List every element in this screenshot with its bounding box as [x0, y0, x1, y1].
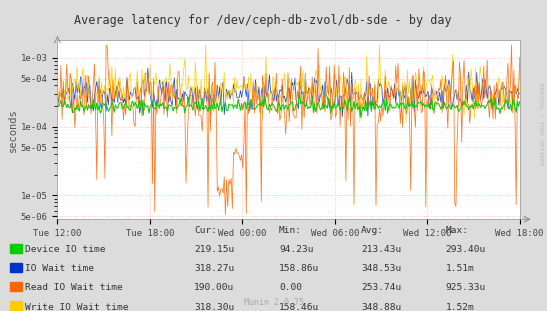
Text: Max:: Max: — [446, 226, 469, 234]
Text: 1.51m: 1.51m — [446, 264, 475, 273]
Text: 318.27u: 318.27u — [194, 264, 235, 273]
Text: Cur:: Cur: — [194, 226, 217, 234]
Text: 158.46u: 158.46u — [279, 303, 319, 311]
Text: Device IO time: Device IO time — [25, 245, 106, 254]
Text: 318.30u: 318.30u — [194, 303, 235, 311]
Text: 158.86u: 158.86u — [279, 264, 319, 273]
Text: 0.00: 0.00 — [279, 284, 302, 292]
Text: Munin 2.0.75: Munin 2.0.75 — [243, 298, 304, 307]
Text: 213.43u: 213.43u — [361, 245, 401, 254]
Text: IO Wait time: IO Wait time — [25, 264, 94, 273]
Text: 253.74u: 253.74u — [361, 284, 401, 292]
Text: 293.40u: 293.40u — [446, 245, 486, 254]
Text: Write IO Wait time: Write IO Wait time — [25, 303, 129, 311]
Text: Average latency for /dev/ceph-db-zvol/db-sde - by day: Average latency for /dev/ceph-db-zvol/db… — [74, 14, 451, 27]
Text: Read IO Wait time: Read IO Wait time — [25, 284, 123, 292]
Y-axis label: seconds: seconds — [8, 108, 18, 152]
Text: Avg:: Avg: — [361, 226, 384, 234]
Text: Min:: Min: — [279, 226, 302, 234]
Text: 94.23u: 94.23u — [279, 245, 313, 254]
Text: 1.52m: 1.52m — [446, 303, 475, 311]
Text: 219.15u: 219.15u — [194, 245, 235, 254]
Text: 348.88u: 348.88u — [361, 303, 401, 311]
Text: 348.53u: 348.53u — [361, 264, 401, 273]
Text: RRDTOOL / TOBI OETIKER: RRDTOOL / TOBI OETIKER — [538, 83, 543, 166]
Text: 190.00u: 190.00u — [194, 284, 235, 292]
Text: 925.33u: 925.33u — [446, 284, 486, 292]
